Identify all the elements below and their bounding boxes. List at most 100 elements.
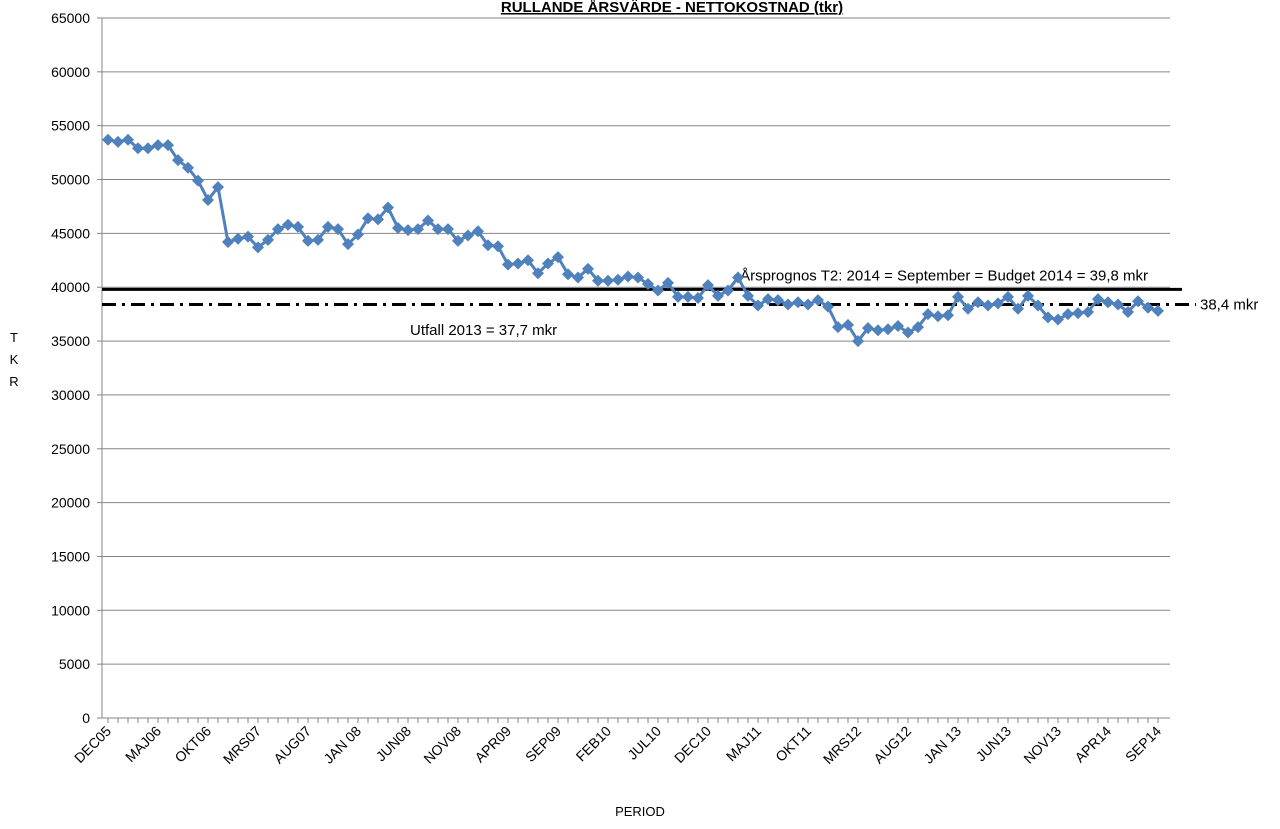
data-point: [512, 257, 524, 270]
data-point: [432, 223, 444, 236]
x-tick-label: APR14: [1071, 723, 1114, 766]
data-point: [1152, 304, 1164, 317]
data-point: [402, 224, 414, 237]
data-point: [992, 297, 1004, 310]
data-point: [652, 284, 664, 297]
data-point: [912, 321, 924, 334]
x-axis-label: PERIOD: [615, 804, 665, 819]
data-point: [622, 270, 634, 283]
data-point: [162, 139, 174, 152]
data-point: [1042, 311, 1054, 324]
data-point: [272, 223, 284, 236]
data-point: [612, 273, 624, 286]
data-point: [882, 323, 894, 336]
y-tick-label: 50000: [51, 172, 90, 188]
x-tick-label: SEP14: [1122, 723, 1164, 765]
data-point: [902, 326, 914, 339]
data-point: [1142, 301, 1154, 314]
x-tick-label: DEC05: [71, 723, 114, 766]
data-point: [212, 181, 224, 194]
data-point: [522, 254, 534, 267]
x-tick-label: JAN 13: [920, 723, 964, 767]
data-point: [492, 240, 504, 253]
y-tick-label: 60000: [51, 64, 90, 80]
data-point: [1102, 296, 1114, 309]
data-point: [252, 241, 264, 254]
data-point: [342, 238, 354, 251]
data-point: [742, 289, 754, 302]
data-point: [862, 322, 874, 335]
data-point: [462, 229, 474, 242]
data-point: [1022, 289, 1034, 302]
data-point: [102, 133, 114, 146]
data-point: [962, 302, 974, 315]
data-point: [362, 212, 374, 225]
data-point: [282, 218, 294, 231]
data-point: [242, 230, 254, 243]
data-point: [392, 222, 404, 234]
x-tick-label: AUG07: [270, 723, 314, 767]
data-point: [112, 135, 124, 148]
data-point: [952, 290, 964, 303]
y-tick-label: 20000: [51, 495, 90, 511]
data-point: [262, 233, 274, 246]
data-point: [852, 335, 864, 348]
data-point: [762, 293, 774, 306]
x-tick-label: DEC10: [671, 723, 714, 766]
data-point: [442, 223, 454, 236]
data-point: [332, 223, 344, 236]
data-point: [702, 279, 714, 292]
y-tick-label: 5000: [59, 656, 90, 672]
x-tick-label: AUG12: [870, 723, 914, 767]
data-point: [312, 233, 324, 246]
data-point: [1012, 302, 1024, 315]
x-tick-label: MRS12: [820, 723, 864, 767]
x-tick-label: JUL10: [624, 723, 664, 763]
data-point: [872, 324, 884, 337]
y-tick-label: 0: [82, 710, 90, 726]
data-point: [1092, 293, 1104, 306]
data-point: [842, 318, 854, 331]
data-point: [572, 271, 584, 284]
data-point: [642, 278, 654, 290]
data-point: [812, 294, 824, 307]
data-point: [972, 296, 984, 309]
y-tick-label: 40000: [51, 279, 90, 295]
data-point: [302, 234, 314, 247]
reference-label: 38,4 mkr: [1200, 296, 1258, 313]
data-point: [892, 320, 904, 332]
data-point: [1082, 306, 1094, 318]
data-point: [532, 267, 544, 280]
data-point: [662, 276, 674, 289]
y-tick-label: 65000: [51, 10, 90, 26]
data-point: [192, 174, 204, 187]
data-point: [222, 236, 234, 248]
x-tick-label: MAJ11: [723, 723, 765, 765]
data-point: [932, 310, 944, 323]
data-point: [1052, 313, 1064, 326]
data-point: [712, 289, 724, 302]
data-point: [1112, 298, 1124, 311]
y-tick-label: 10000: [51, 602, 90, 618]
x-tick-label: OKT11: [772, 723, 814, 765]
data-point: [1002, 290, 1014, 303]
x-tick-label: OKT06: [171, 723, 214, 766]
data-point: [352, 228, 364, 241]
data-point: [452, 234, 464, 247]
data-point: [772, 294, 784, 307]
data-point: [722, 284, 734, 297]
data-point: [1122, 306, 1134, 318]
data-point: [792, 296, 804, 309]
x-tick-label: FEB10: [573, 723, 615, 765]
x-tick-label: NOV08: [420, 723, 464, 767]
y-tick-label: 15000: [51, 548, 90, 564]
x-tick-label: MRS07: [220, 723, 264, 767]
data-point: [692, 292, 704, 304]
data-point: [782, 298, 794, 311]
data-point: [322, 220, 334, 233]
data-point: [482, 239, 494, 252]
data-point: [472, 225, 484, 238]
data-point: [822, 300, 834, 313]
x-tick-label: APR09: [471, 723, 514, 766]
